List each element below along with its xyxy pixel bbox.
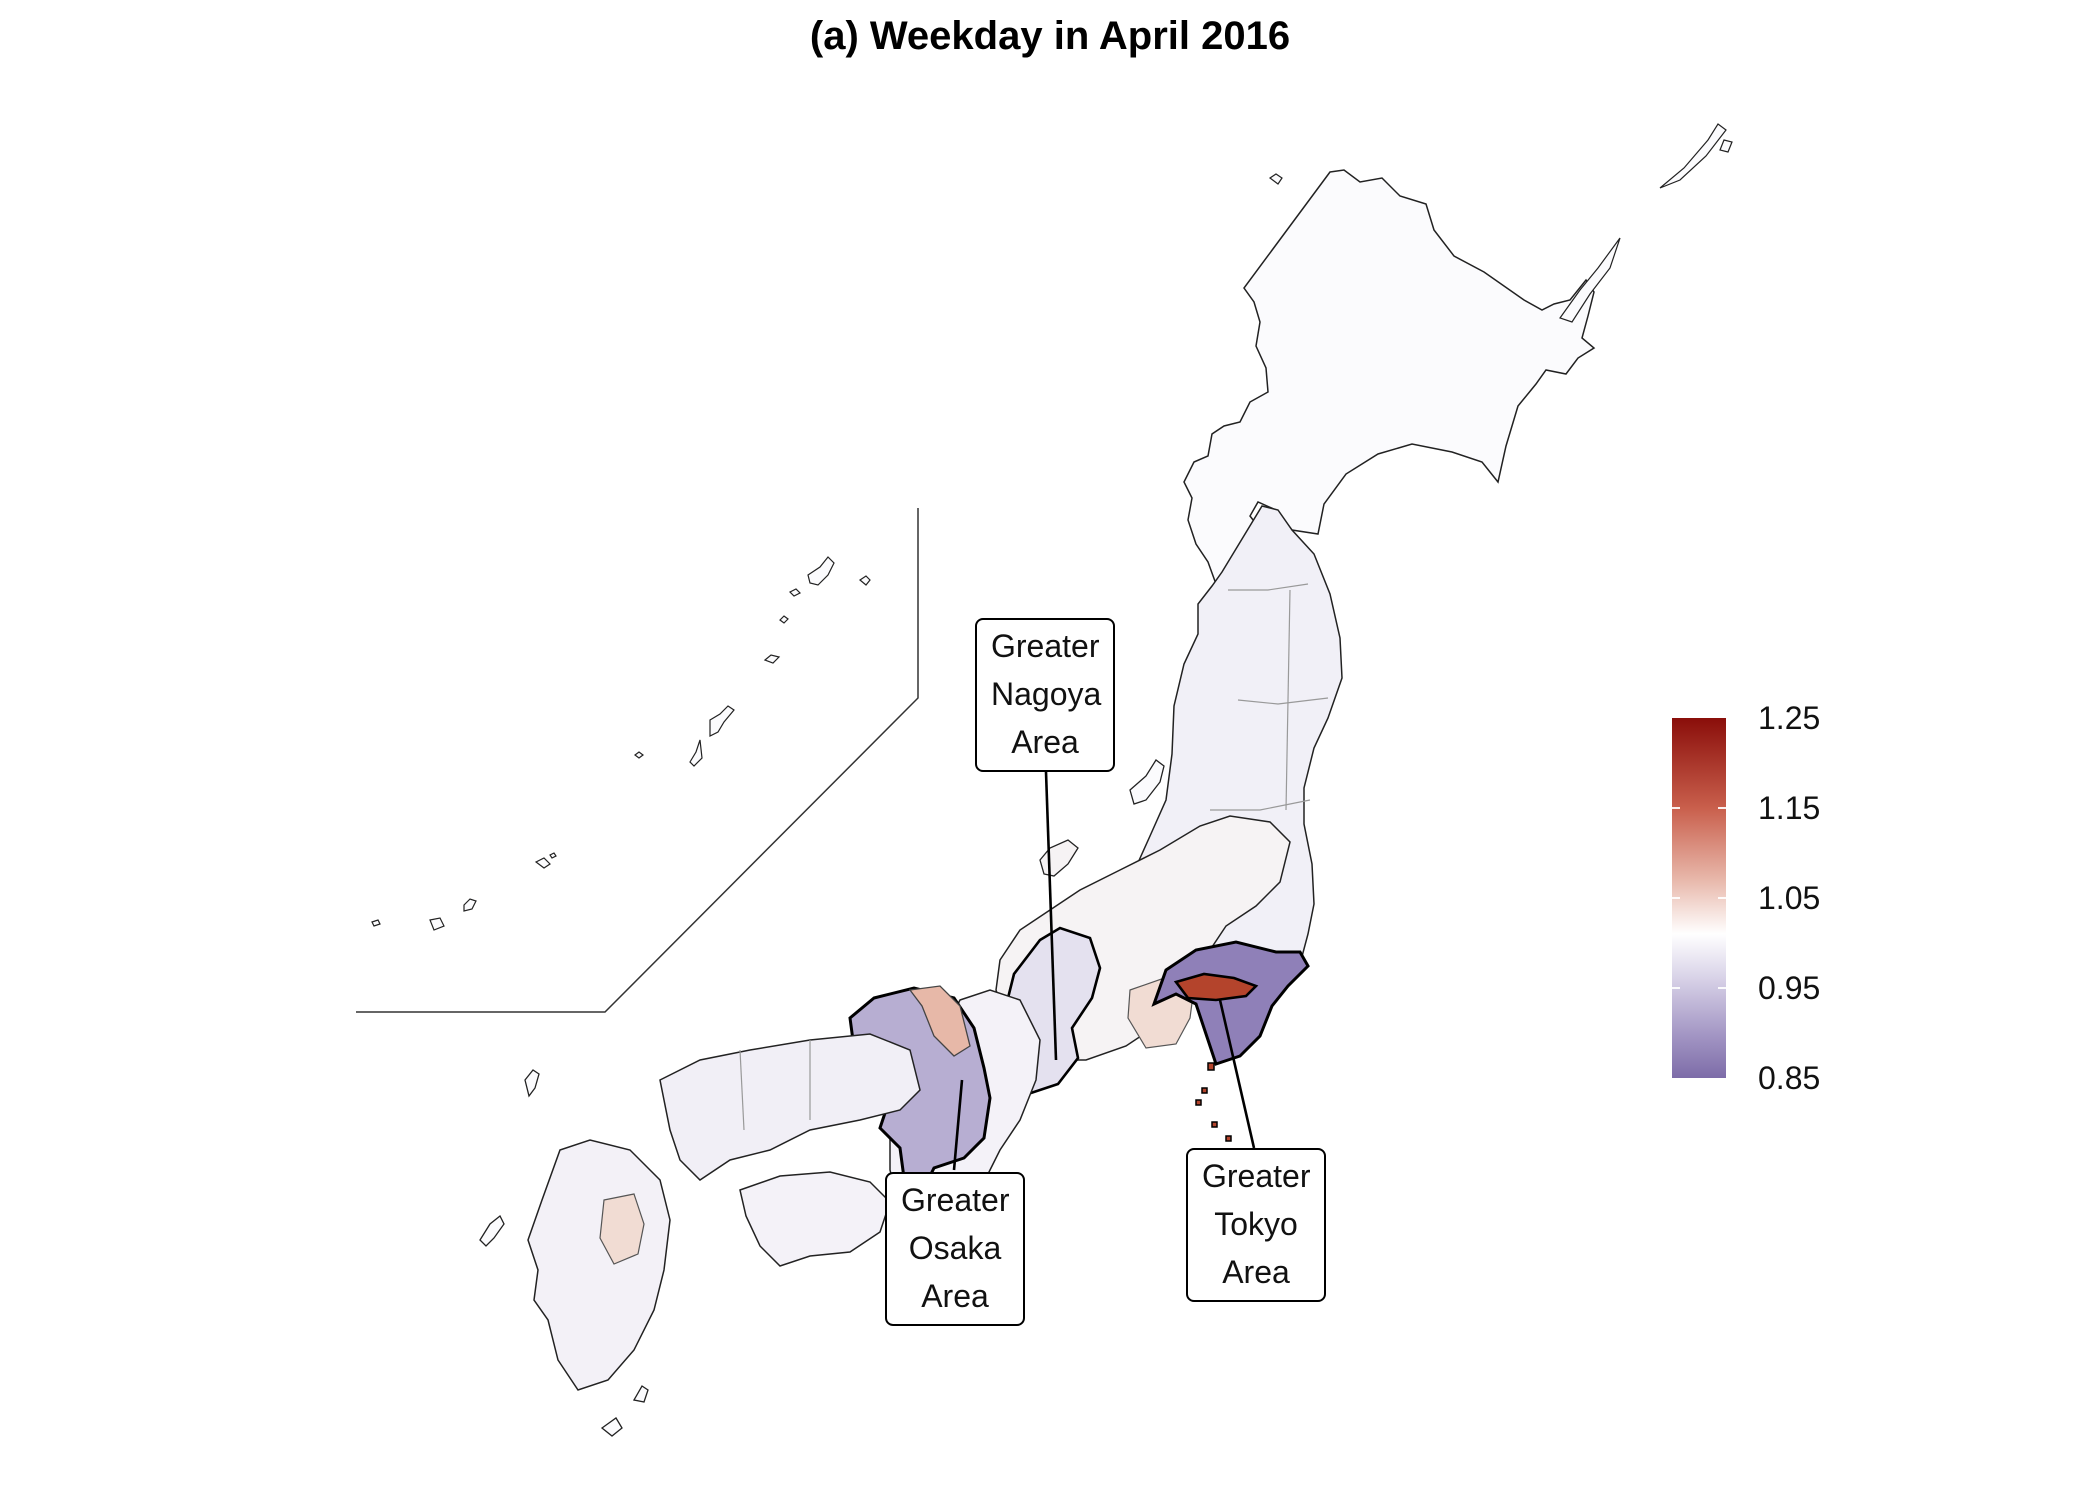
legend-tick-mark xyxy=(1718,807,1726,809)
callout-greater-tokyo-area: Greater Tokyo Area xyxy=(1186,1148,1326,1302)
izu-islands xyxy=(1195,1062,1234,1156)
callout-greater-nagoya-area: Greater Nagoya Area xyxy=(975,618,1115,772)
island-tsushima xyxy=(524,1069,540,1098)
region-hokkaido xyxy=(1183,169,1596,593)
region-chugoku xyxy=(659,1033,921,1181)
legend-tick-label: 0.85 xyxy=(1758,1060,1821,1096)
callout-leaders xyxy=(952,771,1256,1171)
peninsula-noto xyxy=(1039,839,1079,877)
region-tokyo-core xyxy=(1173,972,1259,1002)
callout-line: Area xyxy=(921,1278,989,1314)
legend-tick-label: 1.05 xyxy=(1758,880,1821,916)
island-goto xyxy=(479,1214,505,1247)
callout-line: Greater xyxy=(1202,1158,1311,1194)
legend-tick-mark xyxy=(1718,987,1726,989)
callout-greater-osaka-area: Greater Osaka Area xyxy=(885,1172,1025,1326)
callout-line: Area xyxy=(1222,1254,1290,1290)
callout-line: Osaka xyxy=(908,1230,1002,1266)
callout-line: Greater xyxy=(991,628,1100,664)
callout-line: Greater xyxy=(901,1182,1010,1218)
region-kyushu xyxy=(527,1139,671,1391)
leader-nagoya xyxy=(1044,771,1058,1061)
legend-tick-mark xyxy=(1718,897,1726,899)
legend-tick-mark xyxy=(1672,807,1680,809)
legend-tick-label: 1.15 xyxy=(1758,790,1821,826)
island-kuril-3 xyxy=(1719,139,1733,153)
legend-tick-mark xyxy=(1672,897,1680,899)
region-tokyo-area xyxy=(1151,940,1310,1066)
legend-color-bar xyxy=(1672,718,1726,1078)
leader-osaka xyxy=(952,1079,964,1171)
callout-line: Area xyxy=(1011,724,1079,760)
island-sado xyxy=(1129,759,1165,805)
ryukyu-islands xyxy=(371,556,871,931)
region-shikoku xyxy=(739,1171,891,1267)
legend-tick-mark xyxy=(1672,987,1680,989)
leader-tokyo xyxy=(1218,999,1256,1149)
island-amami xyxy=(600,1417,623,1437)
page-title: (a) Weekday in April 2016 xyxy=(809,14,1291,58)
okinawa-inset-frame xyxy=(356,508,919,1013)
island-rishiri xyxy=(1268,173,1283,185)
island-kuril xyxy=(1559,237,1621,323)
chugoku-borders xyxy=(739,1040,811,1131)
legend-tick-label: 1.25 xyxy=(1758,700,1821,736)
island-kuril-2 xyxy=(1659,123,1727,189)
tohoku-borders xyxy=(1210,583,1329,811)
region-kyushu-warm xyxy=(599,1193,645,1265)
legend-tick-label: 0.95 xyxy=(1758,970,1821,1006)
region-kyoto-strip xyxy=(908,985,971,1057)
callout-line: Tokyo xyxy=(1214,1206,1298,1242)
callout-line: Nagoya xyxy=(991,676,1102,712)
island-yakushima xyxy=(632,1385,649,1403)
